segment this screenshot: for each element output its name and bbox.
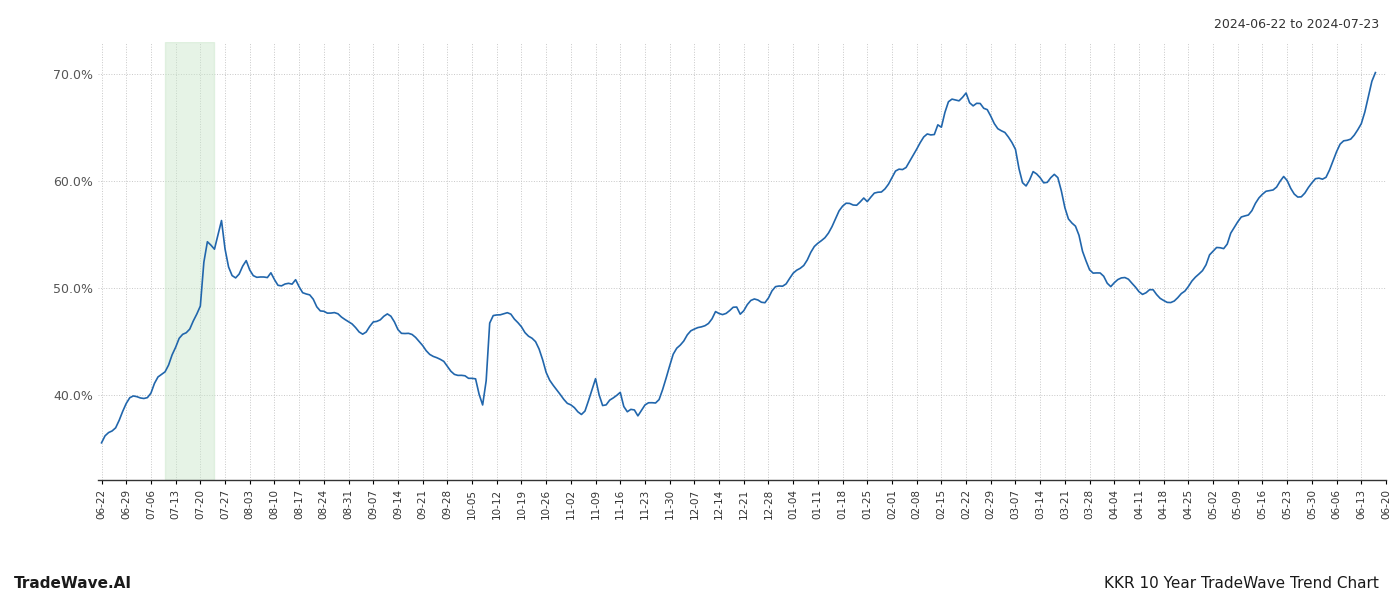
Bar xyxy=(165,42,214,480)
Text: 2024-06-22 to 2024-07-23: 2024-06-22 to 2024-07-23 xyxy=(1214,18,1379,31)
Text: TradeWave.AI: TradeWave.AI xyxy=(14,576,132,591)
Text: KKR 10 Year TradeWave Trend Chart: KKR 10 Year TradeWave Trend Chart xyxy=(1105,576,1379,591)
